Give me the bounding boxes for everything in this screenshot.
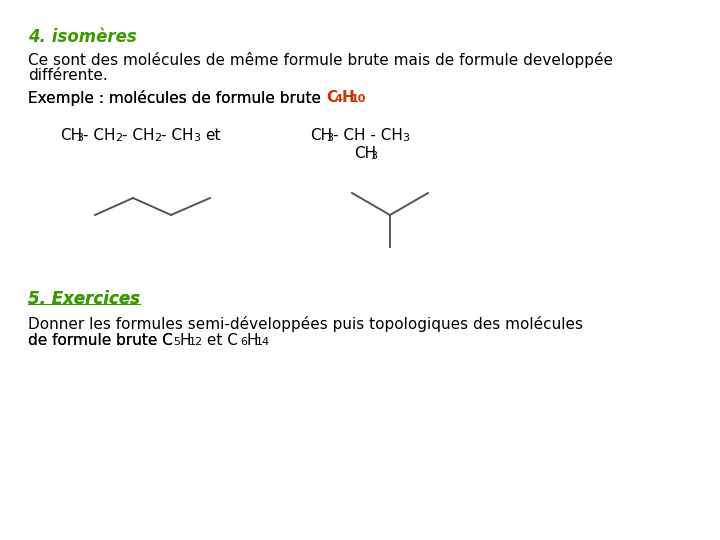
Text: 5. Exercices: 5. Exercices: [28, 290, 140, 308]
Text: CH: CH: [310, 128, 332, 143]
Text: 2: 2: [115, 133, 122, 143]
Text: Ce sont des molécules de même formule brute mais de formule developpée: Ce sont des molécules de même formule br…: [28, 52, 613, 68]
Text: 3: 3: [402, 133, 409, 143]
Text: - CH: - CH: [83, 128, 115, 143]
Text: C: C: [326, 90, 337, 105]
Text: H: H: [180, 333, 192, 348]
Text: - CH: - CH: [161, 128, 194, 143]
Text: 12: 12: [189, 337, 203, 347]
Text: Exemple : molécules de formule brute: Exemple : molécules de formule brute: [28, 90, 326, 106]
Text: CH: CH: [60, 128, 82, 143]
Text: 3: 3: [370, 151, 377, 161]
Text: 14: 14: [256, 337, 270, 347]
Text: et C: et C: [202, 333, 238, 348]
Text: 4: 4: [335, 94, 343, 104]
Text: CH: CH: [354, 146, 376, 161]
Text: 2: 2: [154, 133, 161, 143]
Text: H: H: [247, 333, 258, 348]
Text: - CH - CH: - CH - CH: [333, 128, 403, 143]
Text: H: H: [342, 90, 355, 105]
Text: - CH: - CH: [122, 128, 155, 143]
Text: 3: 3: [326, 133, 333, 143]
Text: 6: 6: [240, 337, 247, 347]
Text: Donner les formules semi-développées puis topologiques des molécules: Donner les formules semi-développées pui…: [28, 316, 583, 332]
Text: de formule brute C: de formule brute C: [28, 333, 173, 348]
Text: 3: 3: [193, 133, 200, 143]
Text: 5. Exercices: 5. Exercices: [28, 290, 140, 308]
Text: 5: 5: [173, 337, 180, 347]
Text: 4. isomères: 4. isomères: [28, 28, 137, 46]
Text: différente.: différente.: [28, 68, 108, 83]
Text: 10: 10: [351, 94, 366, 104]
Text: et: et: [205, 128, 220, 143]
Text: de formule brute C: de formule brute C: [28, 333, 173, 348]
Text: Exemple : molécules de formule brute: Exemple : molécules de formule brute: [28, 90, 326, 106]
Text: 3: 3: [76, 133, 83, 143]
